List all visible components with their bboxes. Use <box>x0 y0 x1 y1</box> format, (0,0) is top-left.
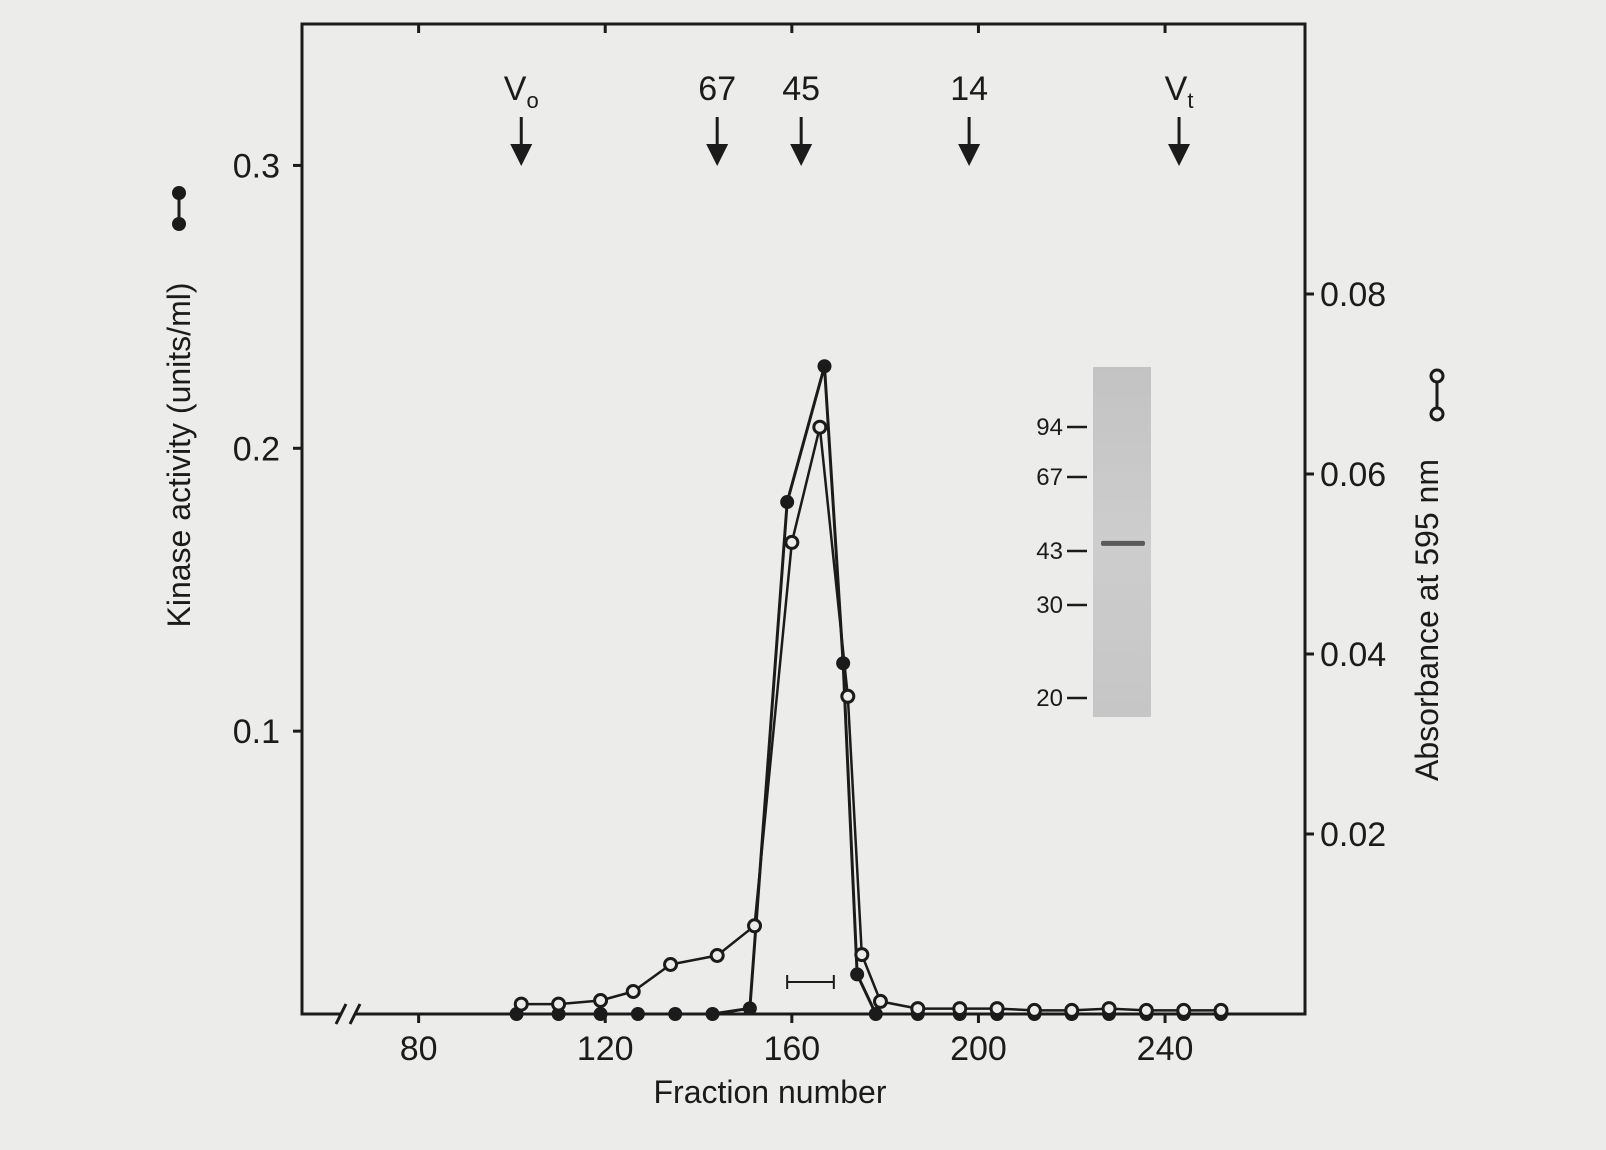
absorbance-point <box>1026 1002 1042 1018</box>
size-marker-label: Vt <box>1165 70 1194 113</box>
y-right-legend-circle-bottom <box>1429 406 1445 422</box>
kinase-activity-point <box>742 1001 757 1016</box>
absorbance-point <box>952 1001 968 1017</box>
absorbance-point <box>1138 1002 1154 1018</box>
absorbance-point <box>593 993 609 1008</box>
y-right-tick-label: 0.04 <box>1320 636 1386 674</box>
absorbance-point <box>812 419 828 435</box>
absorbance-point <box>625 984 641 999</box>
kinase-activity-point <box>668 1007 683 1021</box>
plot-border <box>300 22 1307 1016</box>
absorbance-point <box>513 996 529 1012</box>
y-right-tick-label: 0.08 <box>1320 276 1386 314</box>
y-left-tick-label: 0.1 <box>233 713 280 751</box>
y-right-axis: 0.02 0.04 0.06 0.08 <box>1305 276 1386 854</box>
inset-gel: 94 67 43 30 20 <box>1036 367 1151 717</box>
absorbance-point <box>1213 1002 1229 1018</box>
size-markers: Vo 67 45 14 Vt <box>504 70 1194 989</box>
y-left-legend-key <box>172 186 186 231</box>
kinase-activity-point <box>850 967 865 982</box>
size-marker-subscript: o <box>526 88 538 113</box>
absorbance-point <box>1101 1001 1117 1017</box>
kinase-activity-point <box>705 1007 720 1021</box>
x-tick-label: 240 <box>1137 1030 1194 1068</box>
absorbance-point <box>854 947 870 963</box>
size-marker-label: 14 <box>950 70 988 108</box>
absorbance-point <box>784 534 800 550</box>
y-left-tick-label: 0.3 <box>233 147 280 185</box>
gel-ladder-label: 67 <box>1036 464 1063 491</box>
y-left-legend-dot-bottom <box>172 217 186 231</box>
absorbance-point <box>1064 1002 1080 1018</box>
y-left-axis-title: Kinase activity (units/ml) <box>161 283 197 628</box>
gel-ladder-label: 20 <box>1036 685 1063 712</box>
x-axis: 80 120 160 200 240 <box>400 24 1194 1068</box>
y-right-tick-label: 0.06 <box>1320 456 1386 494</box>
absorbance-point <box>663 957 679 972</box>
absorbance-point <box>840 688 856 704</box>
y-right-axis-title: Absorbance at 595 nm <box>1409 459 1445 781</box>
axis-break-mark <box>348 1003 362 1025</box>
kinase-activity-point <box>593 1007 608 1021</box>
kinase-activity-point <box>630 1007 645 1021</box>
size-marker-arrow-head <box>958 144 981 166</box>
size-marker-subscript: t <box>1187 88 1193 113</box>
absorbance-point <box>872 993 888 1009</box>
size-marker-arrow-head <box>1168 144 1191 166</box>
kinase-activity-point <box>817 359 832 374</box>
gel-ladder-label: 43 <box>1036 538 1063 565</box>
y-right-legend-key <box>1429 368 1445 422</box>
kinase-activity-point <box>780 495 795 510</box>
y-left-legend-dot-top <box>172 186 186 200</box>
size-marker-label: 67 <box>698 70 736 108</box>
y-left-axis: 0.1 0.2 0.3 <box>233 147 302 751</box>
size-marker-label: 45 <box>782 70 820 108</box>
kinase-activity-point <box>868 1007 883 1021</box>
gel-ladder-label: 94 <box>1036 414 1063 441</box>
x-axis-title: Fraction number <box>654 1074 887 1110</box>
size-marker-arrow-head <box>790 144 813 166</box>
absorbance-point <box>747 918 763 934</box>
x-tick-label: 160 <box>763 1030 820 1068</box>
absorbance-point <box>989 1001 1005 1017</box>
size-marker-arrow-head <box>706 144 729 166</box>
x-tick-label: 200 <box>950 1030 1007 1068</box>
series-layer <box>509 359 1229 1021</box>
y-left-tick-label: 0.2 <box>233 430 280 468</box>
size-marker-arrow-head <box>510 144 533 166</box>
y-right-legend-circle-top <box>1429 368 1445 384</box>
gel-ladder-label: 30 <box>1036 592 1063 619</box>
gel-band <box>1101 540 1145 546</box>
y-right-tick-label: 0.02 <box>1320 816 1386 854</box>
absorbance-point <box>1176 1002 1192 1018</box>
x-tick-label: 80 <box>400 1030 438 1068</box>
absorbance-point <box>910 1001 926 1017</box>
x-tick-label: 120 <box>577 1030 634 1068</box>
absorbance-point <box>551 996 567 1012</box>
axis-break-mark <box>334 1003 348 1025</box>
size-marker-label: Vo <box>504 70 539 113</box>
plot-frame <box>300 22 1307 1025</box>
absorbance-point <box>709 948 725 963</box>
